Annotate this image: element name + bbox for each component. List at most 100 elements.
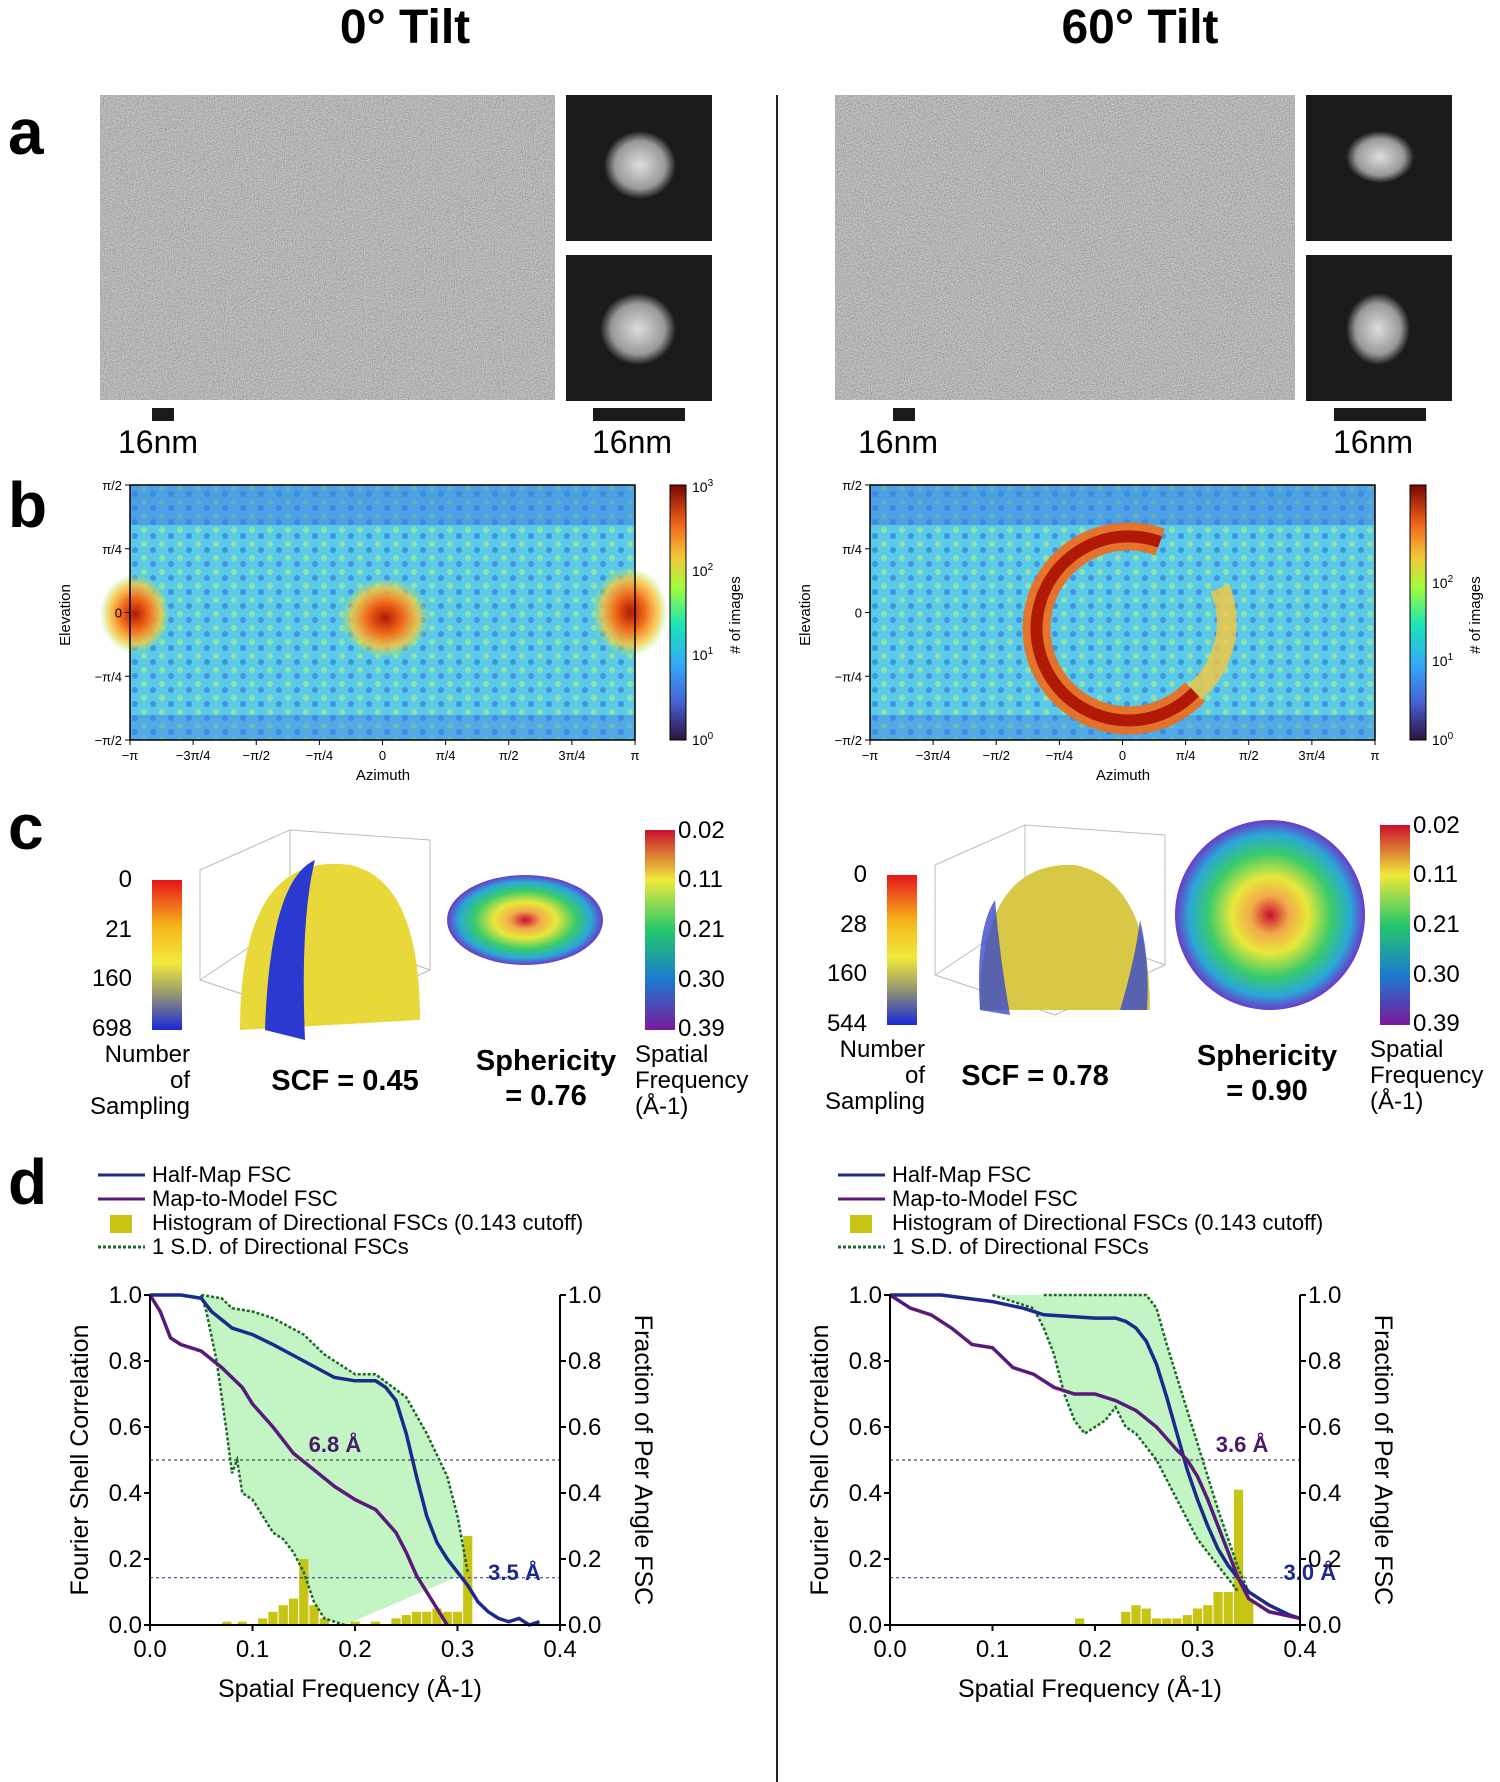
fsc-xtick: 0.3 — [1181, 1636, 1214, 1663]
heatmap-xtick: 3π/4 — [558, 748, 585, 763]
histogram-bar — [391, 1618, 401, 1625]
fsc-ytick: 0.8 — [109, 1348, 142, 1375]
fsc-ytick: 0.0 — [109, 1612, 142, 1639]
sf-label: Frequency — [635, 1067, 748, 1094]
sf-label: (Å-1) — [1370, 1087, 1423, 1115]
histogram-bar — [1075, 1618, 1085, 1625]
heatmap-ylabel: Elevation — [57, 584, 74, 646]
sf-tick: 0.21 — [1413, 911, 1460, 938]
fsc-y2label: Fraction of Per Angle FSC — [1369, 1315, 1397, 1605]
heatmap-xtick: −π/4 — [1046, 748, 1073, 763]
fsc-y2tick: 0.4 — [1308, 1480, 1341, 1507]
micrograph-0deg — [100, 95, 555, 400]
heatmap-xtick: −π/2 — [983, 748, 1010, 763]
fsc-xtick: 0.2 — [338, 1636, 371, 1663]
heatmap-xtick: −3π/4 — [176, 748, 211, 763]
colorbar-label: # of images — [1467, 576, 1484, 654]
sd-line — [1043, 1293, 1250, 1593]
sphericity-value: = 0.90 — [1226, 1075, 1307, 1107]
histogram-bar — [299, 1559, 309, 1625]
sf-label: Spatial — [1370, 1036, 1443, 1063]
scalebar-class-60deg — [1334, 408, 1426, 421]
sampling-tick: 160 — [92, 965, 132, 992]
scalebar-micrograph-0deg — [152, 408, 174, 421]
sampling-label: Number — [840, 1036, 925, 1063]
fsc-ytick: 0.4 — [849, 1480, 882, 1507]
histogram-bar — [1244, 1598, 1254, 1625]
fsc-ytick: 0.8 — [849, 1348, 882, 1375]
panel-c-right: 0 28 160 544 Number of Sampling SCF = 0.… — [825, 812, 1483, 1115]
cbar-tick: 101 — [692, 646, 714, 663]
sf-tick: 0.11 — [678, 866, 723, 893]
cbar-tick: 103 — [692, 478, 714, 495]
histogram-bar — [350, 1621, 360, 1625]
histogram-bar — [411, 1611, 422, 1625]
heatmap-xtick: π/4 — [1176, 748, 1196, 763]
fsc-ytick: 1.0 — [849, 1282, 882, 1309]
sampling-label: of — [905, 1062, 925, 1089]
cbar-tick: 100 — [1432, 731, 1454, 748]
sf-tick: 0.11 — [1413, 861, 1458, 888]
sf-tick: 0.30 — [678, 966, 725, 993]
legend-swatch — [850, 1215, 872, 1233]
fsc-ytick: 0.2 — [849, 1546, 882, 1573]
scalebar-micrograph-60deg — [893, 408, 915, 421]
scalebar-label-class-0deg: 16nm — [592, 424, 673, 460]
fsc-xtick: 0.1 — [236, 1636, 269, 1663]
fsc-xtick: 0.1 — [976, 1636, 1009, 1663]
histogram-bar — [1151, 1618, 1162, 1625]
histogram-bar — [442, 1611, 452, 1625]
fsc-ylabel: Fourier Shell Correlation — [66, 1325, 94, 1596]
column-divider — [776, 95, 778, 1782]
annotation-resolution: 3.6 Å — [1216, 1431, 1269, 1457]
fsc-xtick: 0.4 — [543, 1636, 576, 1663]
sampling-tick: 160 — [827, 960, 867, 987]
panel-c-left: 0 21 160 698 Number of Sampling SCF = 0.… — [90, 817, 748, 1120]
heatmap-xlabel: Azimuth — [1096, 767, 1150, 784]
fsc-y2tick: 0.2 — [1308, 1546, 1341, 1573]
heatmap-xtick: −π/2 — [243, 748, 270, 763]
fsc-ytick: 0.0 — [849, 1612, 882, 1639]
heatmap-xtick: −π — [122, 748, 139, 763]
scf-value: SCF = 0.78 — [961, 1060, 1109, 1092]
histogram-bar — [278, 1605, 288, 1625]
heatmap-ytick: −π/2 — [835, 733, 862, 748]
histogram-bar — [1213, 1592, 1223, 1625]
fsc-ylabel: Fourier Shell Correlation — [806, 1325, 834, 1596]
fsc-ytick: 1.0 — [109, 1282, 142, 1309]
legend-entry: Half-Map FSC — [892, 1162, 1031, 1187]
legend-entry: 1 S.D. of Directional FSCs — [152, 1234, 409, 1259]
histogram-bar — [319, 1618, 329, 1625]
histogram-bar — [258, 1618, 268, 1625]
fsc-y2label: Fraction of Per Angle FSC — [629, 1315, 657, 1605]
heatmap-xtick: π — [631, 748, 640, 763]
class-average-0deg-2 — [566, 255, 712, 401]
fsc-xtick: 0.3 — [441, 1636, 474, 1663]
sampling-label: Number — [105, 1041, 190, 1068]
histogram-bar — [1172, 1618, 1182, 1625]
heatmap-xtick: π/2 — [1239, 748, 1259, 763]
histogram-bar — [452, 1611, 463, 1625]
histogram-bar — [1121, 1611, 1131, 1625]
heatmap-xtick: π/2 — [499, 748, 519, 763]
scf-value: SCF = 0.45 — [271, 1065, 419, 1097]
heatmap-ytick: −π/4 — [835, 669, 862, 684]
sf-tick: 0.02 — [678, 817, 725, 844]
heatmap-xtick: −3π/4 — [916, 748, 951, 763]
histogram-bar — [1162, 1618, 1172, 1625]
sd-line — [200, 1294, 346, 1627]
annotation-resolution: 3.5 Å — [488, 1559, 541, 1585]
sampling-tick: 0 — [119, 866, 132, 893]
sf-tick: 0.30 — [1413, 961, 1460, 988]
legend-entry: Map-to-Model FSC — [892, 1186, 1078, 1211]
sf-tick: 0.39 — [678, 1015, 725, 1042]
heatmap-xtick: 0 — [1119, 748, 1126, 763]
legend-entry: Half-Map FSC — [152, 1162, 291, 1187]
cbar-tick: 101 — [1432, 652, 1454, 669]
annotation-resolution: 3.0 Å — [1284, 1559, 1337, 1585]
cbar-tick: 102 — [692, 562, 714, 579]
sf-label: (Å-1) — [635, 1092, 688, 1120]
sampling-label: Sampling — [90, 1093, 190, 1120]
fsc-y2tick: 0.0 — [568, 1612, 601, 1639]
